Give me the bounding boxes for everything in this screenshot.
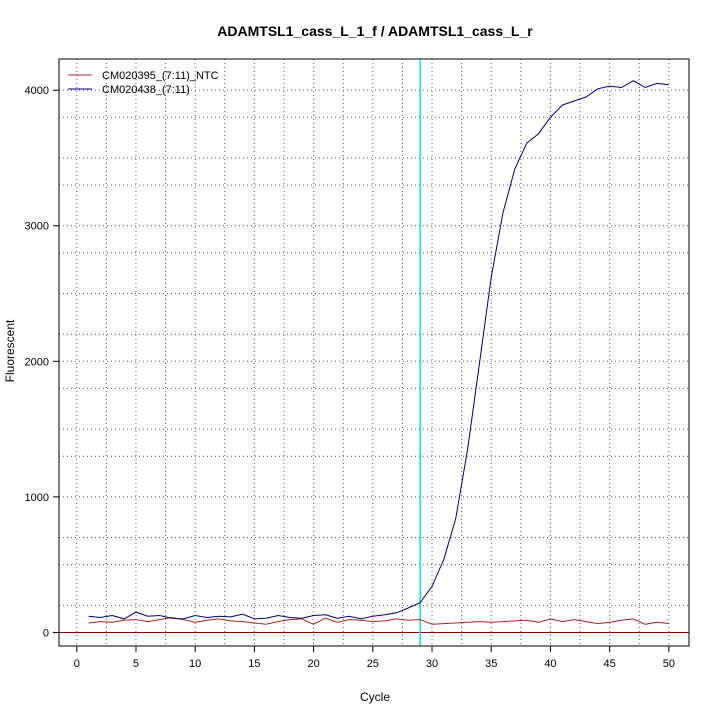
y-tick-label-1: 1000 bbox=[25, 492, 49, 504]
x-tick-label-9: 45 bbox=[604, 658, 616, 670]
legend-label-2: CM020438_(7:11) bbox=[102, 84, 190, 96]
y-tick-label-2: 2000 bbox=[25, 356, 49, 368]
axes: 0 5 10 15 20 25 30 35 40 45 50 0 1000 2000 3000 4000 bbox=[25, 85, 675, 670]
x-tick-label-8: 40 bbox=[544, 658, 556, 670]
series-line-1 bbox=[88, 616, 669, 625]
legend-label-1: CM020395_(7:11)_NTC bbox=[102, 70, 219, 82]
x-tick-label-0: 0 bbox=[74, 658, 80, 670]
series-lines bbox=[88, 80, 669, 625]
x-tick-label-6: 30 bbox=[426, 658, 438, 670]
x-tick-label-10: 50 bbox=[663, 658, 675, 670]
x-tick-label-3: 15 bbox=[248, 658, 260, 670]
reference-lines bbox=[59, 59, 689, 646]
x-tick-label-1: 5 bbox=[133, 658, 139, 670]
series-line-2 bbox=[88, 80, 669, 620]
x-tick-label-7: 35 bbox=[485, 658, 497, 670]
y-tick-label-3: 3000 bbox=[25, 221, 49, 233]
y-tick-label-4: 4000 bbox=[25, 85, 49, 97]
y-tick-label-0: 0 bbox=[43, 627, 49, 639]
y-axis-label: Fluorescent bbox=[3, 319, 17, 382]
legend: CM020395_(7:11)_NTC CM020438_(7:11) bbox=[68, 70, 219, 96]
x-tick-label-2: 10 bbox=[189, 658, 201, 670]
plot-frame bbox=[58, 58, 690, 647]
grid bbox=[59, 59, 689, 646]
x-tick-label-5: 25 bbox=[367, 658, 379, 670]
x-axis-label: Cycle bbox=[360, 690, 390, 704]
x-tick-label-4: 20 bbox=[307, 658, 319, 670]
chart-title: ADAMTSL1_cass_L_1_f / ADAMTSL1_cass_L_r bbox=[217, 23, 533, 39]
